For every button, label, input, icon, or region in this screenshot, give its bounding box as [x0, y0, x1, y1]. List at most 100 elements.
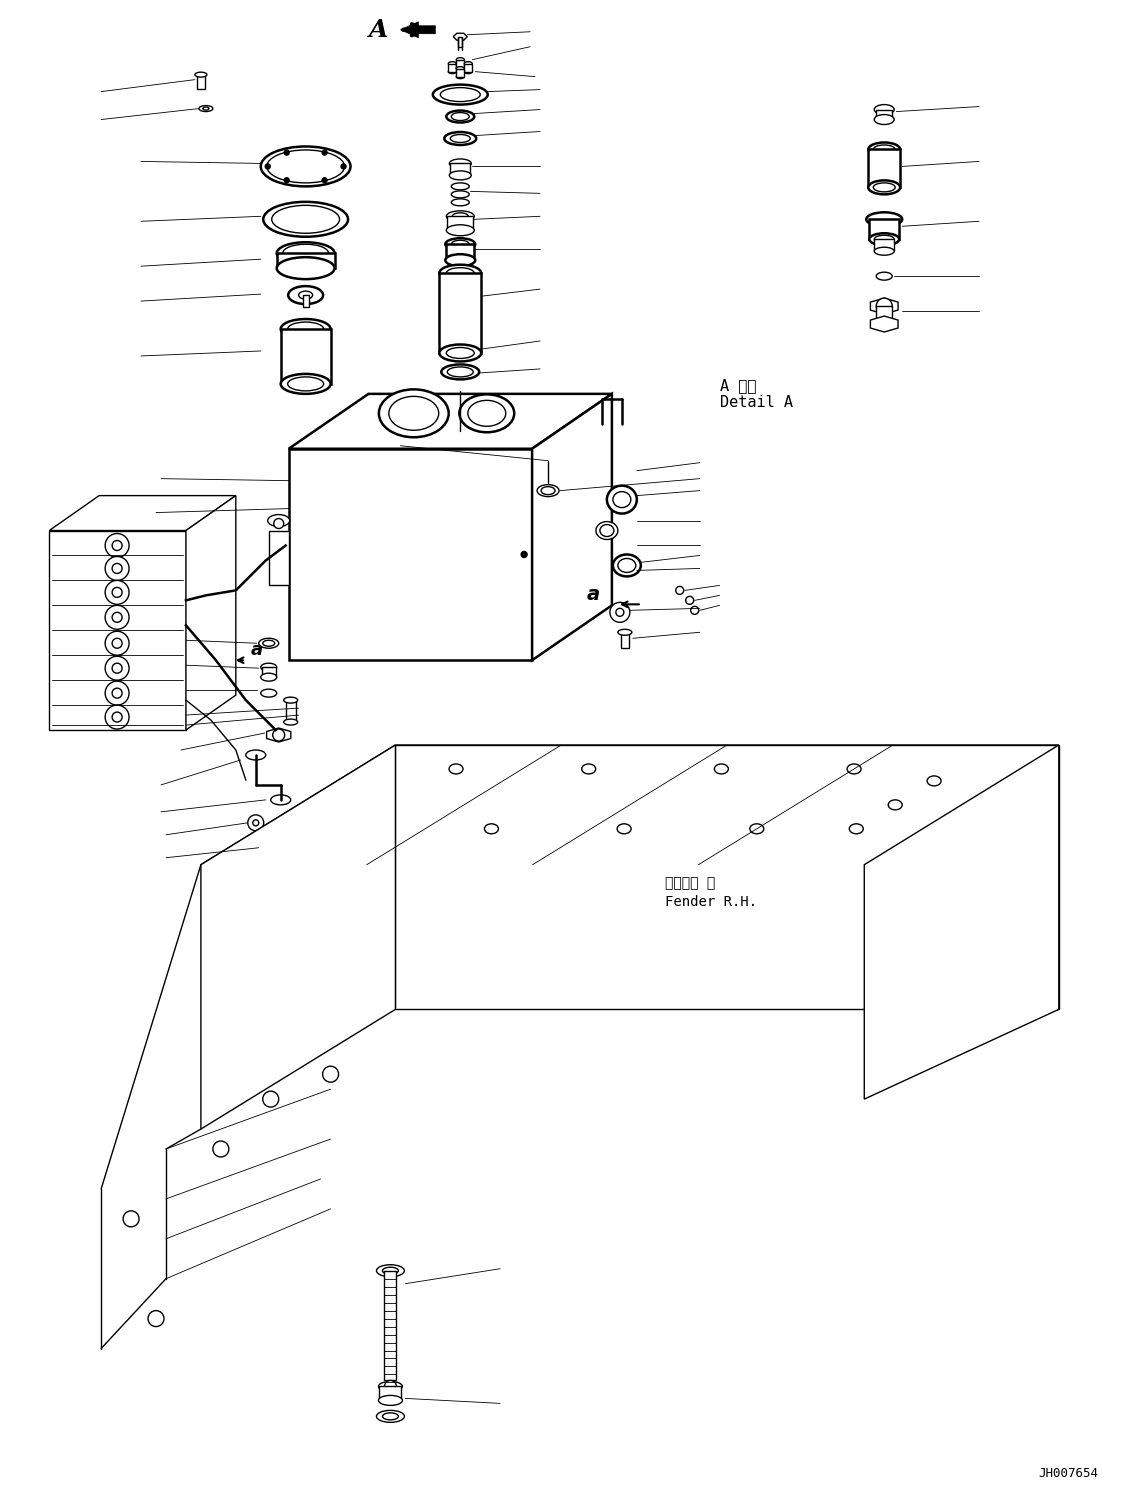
- Ellipse shape: [378, 1395, 402, 1405]
- Ellipse shape: [888, 800, 902, 810]
- Ellipse shape: [446, 210, 474, 222]
- Ellipse shape: [261, 689, 277, 697]
- Ellipse shape: [459, 394, 515, 433]
- Circle shape: [112, 639, 122, 648]
- Circle shape: [106, 557, 130, 580]
- Circle shape: [123, 1212, 139, 1226]
- Ellipse shape: [613, 492, 630, 507]
- Circle shape: [112, 712, 122, 722]
- Ellipse shape: [284, 719, 298, 725]
- Ellipse shape: [260, 840, 272, 846]
- Circle shape: [323, 1067, 339, 1082]
- Circle shape: [148, 1310, 164, 1326]
- Bar: [197, 75, 204, 88]
- Ellipse shape: [446, 225, 474, 236]
- Polygon shape: [186, 495, 236, 730]
- Ellipse shape: [451, 184, 469, 189]
- Circle shape: [106, 682, 130, 706]
- Bar: [281, 330, 331, 383]
- Ellipse shape: [268, 515, 290, 527]
- Bar: [446, 245, 474, 260]
- Bar: [261, 667, 276, 677]
- Circle shape: [274, 519, 284, 528]
- Bar: [458, 37, 462, 46]
- Ellipse shape: [618, 558, 636, 573]
- Bar: [302, 295, 309, 307]
- Ellipse shape: [617, 824, 632, 834]
- Circle shape: [106, 580, 130, 604]
- Circle shape: [284, 151, 290, 155]
- Bar: [450, 164, 470, 176]
- Circle shape: [212, 1141, 228, 1156]
- Polygon shape: [395, 745, 1059, 1010]
- Polygon shape: [49, 495, 236, 531]
- Bar: [269, 531, 289, 585]
- Circle shape: [106, 534, 130, 558]
- Polygon shape: [289, 394, 612, 449]
- Ellipse shape: [600, 525, 613, 537]
- Polygon shape: [453, 33, 467, 40]
- Ellipse shape: [262, 640, 275, 646]
- Ellipse shape: [284, 697, 298, 703]
- Ellipse shape: [452, 213, 468, 219]
- Text: a: a: [587, 585, 600, 604]
- Bar: [868, 149, 900, 188]
- Ellipse shape: [875, 115, 894, 124]
- Ellipse shape: [450, 134, 470, 142]
- Ellipse shape: [847, 764, 861, 774]
- Circle shape: [521, 552, 527, 558]
- Ellipse shape: [199, 106, 212, 112]
- Circle shape: [341, 164, 346, 169]
- Ellipse shape: [613, 555, 641, 576]
- Ellipse shape: [261, 146, 351, 186]
- Circle shape: [610, 603, 629, 622]
- Ellipse shape: [450, 172, 471, 181]
- Ellipse shape: [441, 88, 481, 101]
- Bar: [457, 69, 465, 76]
- Polygon shape: [864, 745, 1059, 1100]
- Ellipse shape: [445, 254, 475, 266]
- Circle shape: [112, 540, 122, 551]
- Ellipse shape: [277, 242, 335, 264]
- Circle shape: [323, 151, 327, 155]
- Ellipse shape: [444, 131, 476, 145]
- Bar: [449, 64, 457, 72]
- Circle shape: [691, 606, 699, 615]
- Circle shape: [112, 588, 122, 597]
- Ellipse shape: [433, 85, 487, 104]
- Ellipse shape: [376, 1265, 404, 1277]
- Ellipse shape: [289, 286, 323, 304]
- Circle shape: [106, 631, 130, 655]
- Ellipse shape: [457, 67, 465, 70]
- Circle shape: [112, 612, 122, 622]
- Bar: [875, 239, 894, 251]
- Ellipse shape: [283, 245, 328, 263]
- Circle shape: [106, 606, 130, 630]
- Polygon shape: [201, 745, 1059, 865]
- Ellipse shape: [449, 70, 457, 73]
- Circle shape: [112, 688, 122, 698]
- Text: A: A: [368, 18, 387, 42]
- Ellipse shape: [267, 151, 344, 184]
- Ellipse shape: [927, 776, 941, 786]
- Ellipse shape: [195, 72, 207, 78]
- Circle shape: [112, 664, 122, 673]
- Ellipse shape: [264, 201, 348, 237]
- Polygon shape: [870, 298, 899, 313]
- Ellipse shape: [874, 184, 895, 192]
- Bar: [379, 1386, 401, 1401]
- Bar: [285, 700, 295, 722]
- Ellipse shape: [875, 104, 894, 115]
- Ellipse shape: [287, 377, 324, 391]
- Ellipse shape: [450, 160, 471, 169]
- Polygon shape: [532, 394, 612, 661]
- Ellipse shape: [607, 485, 637, 513]
- Ellipse shape: [449, 764, 463, 774]
- Ellipse shape: [446, 110, 474, 122]
- Ellipse shape: [874, 145, 895, 154]
- Bar: [448, 216, 474, 230]
- Bar: [465, 64, 473, 72]
- Text: Detail A: Detail A: [719, 395, 793, 410]
- Bar: [621, 633, 629, 648]
- Bar: [869, 219, 900, 239]
